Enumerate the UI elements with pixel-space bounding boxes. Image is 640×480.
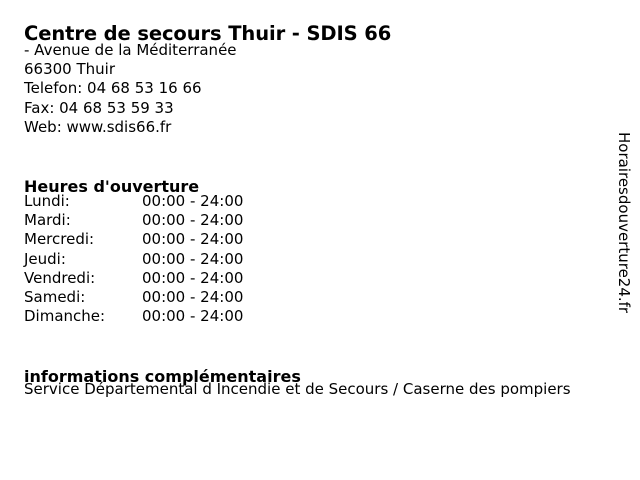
address-fax: Fax: 04 68 53 59 33 [24,98,174,117]
address-city: 66300 Thuir [24,60,115,79]
hours-day-time: 00:00 - 24:00 [142,268,244,287]
hours-day-label: Jeudi: [24,249,66,268]
hours-row: Mercredi: 00:00 - 24:00 [24,230,243,249]
hours-day-time: 00:00 - 24:00 [142,230,244,249]
hours-row: Mardi: 00:00 - 24:00 [24,211,243,230]
opening-hours-list: Lundi: 00:00 - 24:00 Mardi: 00:00 - 24:00 … [24,192,243,326]
additional-info-text: Service Départemental d Incendie et de S… [24,380,571,398]
hours-day-time: 00:00 - 24:00 [142,192,244,210]
hours-day-label: Lundi: [24,192,70,210]
hours-day-time: 00:00 - 24:00 [142,211,244,230]
hours-row: Lundi: 00:00 - 24:00 [24,192,243,211]
site-watermark: Horairesdouverture24.fr [615,132,633,314]
hours-row: Vendredi: 00:00 - 24:00 [24,269,243,288]
hours-day-label: Mardi: [24,211,71,230]
hours-day-label: Samedi: [24,287,86,306]
hours-day-time: 00:00 - 24:00 [142,287,244,306]
address-street: - Avenue de la Méditerranée [24,41,237,59]
address-phone: Telefon: 04 68 53 16 66 [24,79,202,98]
page-title: Centre de secours Thuir - SDIS 66 [24,22,392,46]
opening-hours-heading: Heures d'ouverture [24,177,200,197]
address-block: - Avenue de la Méditerranée 66300 Thuir … [24,41,237,137]
hours-day-time: 00:00 - 24:00 [142,307,244,326]
additional-info-heading: informations complémentaires [24,367,301,387]
address-web: Web: www.sdis66.fr [24,117,172,136]
hours-row: Samedi: 00:00 - 24:00 [24,288,243,307]
hours-day-time: 00:00 - 24:00 [142,249,244,268]
hours-day-label: Mercredi: [24,230,95,249]
hours-day-label: Vendredi: [24,268,96,287]
hours-day-label: Dimanche: [24,307,106,326]
hours-row: Dimanche: 00:00 - 24:00 [24,307,243,326]
hours-row: Jeudi: 00:00 - 24:00 [24,250,243,269]
